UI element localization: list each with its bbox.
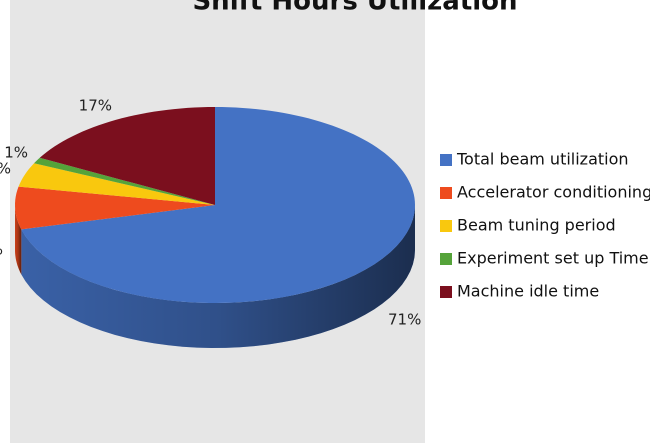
data-label: 17% bbox=[79, 97, 112, 115]
legend-label: Beam tuning period bbox=[457, 216, 616, 235]
data-label: 71% bbox=[388, 311, 421, 329]
pie: 71% 7% 4%1% 17% bbox=[0, 97, 421, 348]
legend-swatch bbox=[440, 187, 452, 199]
slice bbox=[34, 157, 215, 205]
slice-side-shade bbox=[21, 205, 416, 348]
legend-label: Machine idle time bbox=[457, 282, 599, 301]
legend-swatch bbox=[440, 220, 452, 232]
data-label: 4% bbox=[0, 160, 11, 178]
legend-label: Total beam utilization bbox=[456, 150, 629, 169]
slice bbox=[39, 107, 215, 205]
slice bbox=[18, 163, 216, 205]
legend-swatch bbox=[440, 154, 452, 166]
chart-title: Shift Hours Utilization bbox=[192, 0, 517, 17]
slice-side-shade bbox=[15, 205, 22, 275]
legend: Total beam utilization Accelerator condit… bbox=[440, 150, 650, 301]
legend-label: Accelerator conditioning bbox=[457, 183, 650, 202]
data-label: 7% bbox=[0, 241, 3, 259]
legend-swatch bbox=[440, 253, 452, 265]
slice bbox=[15, 186, 215, 230]
slice bbox=[21, 107, 415, 303]
legend-label: Experiment set up Time bbox=[457, 249, 649, 268]
data-label: 1% bbox=[4, 144, 28, 162]
legend-swatch bbox=[440, 286, 452, 298]
